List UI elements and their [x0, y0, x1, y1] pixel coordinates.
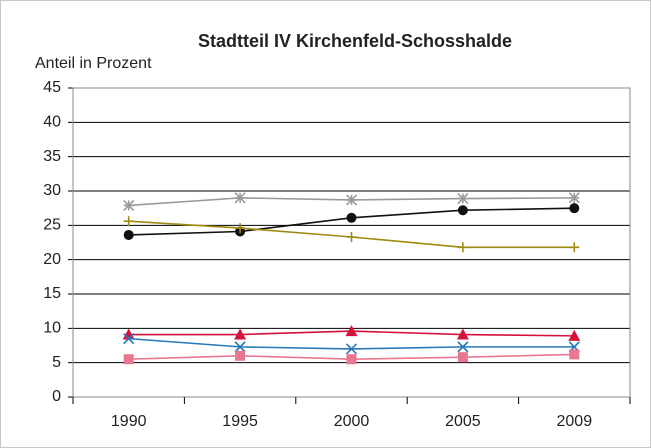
- marker: [457, 352, 468, 363]
- marker: [234, 328, 247, 340]
- marker: [346, 212, 357, 223]
- marker: [568, 329, 581, 341]
- y-tick-label: 25: [43, 217, 61, 234]
- marker: [235, 223, 246, 234]
- marker: [345, 194, 358, 206]
- marker: [346, 354, 357, 365]
- marker: [123, 199, 135, 211]
- x-tick-label: 1995: [222, 413, 258, 430]
- y-tick-label: 30: [43, 182, 61, 199]
- marker: [457, 205, 468, 216]
- y-tick-label: 20: [43, 251, 61, 268]
- y-tick-label: 10: [43, 320, 61, 337]
- marker: [345, 343, 358, 355]
- marker: [234, 341, 246, 353]
- chart-title: Stadtteil IV Kirchenfeld-Schosshalde: [198, 31, 512, 51]
- marker: [123, 229, 134, 240]
- marker: [123, 333, 135, 345]
- marker: [457, 242, 468, 253]
- y-tick-label: 40: [43, 114, 61, 131]
- x-tick-label: 2009: [557, 413, 593, 430]
- marker: [346, 232, 357, 243]
- y-axis-label: Anteil in Prozent: [35, 55, 152, 72]
- marker: [345, 325, 358, 337]
- y-tick-label: 0: [52, 388, 61, 405]
- marker: [457, 192, 469, 205]
- marker: [569, 242, 580, 253]
- marker: [569, 203, 580, 214]
- y-tick-label: 5: [52, 354, 61, 371]
- x-tick-label: 1990: [111, 413, 147, 430]
- plot-border: [72, 87, 631, 398]
- y-tick-label: 35: [43, 148, 61, 165]
- marker: [234, 192, 246, 204]
- y-tick-label: 45: [43, 79, 61, 96]
- marker: [568, 192, 580, 204]
- marker: [456, 328, 469, 340]
- marker: [457, 341, 469, 353]
- y-tick-label: 15: [43, 285, 61, 302]
- marker: [235, 350, 246, 361]
- x-tick-label: 2005: [445, 413, 481, 430]
- marker: [123, 354, 134, 365]
- marker: [123, 216, 134, 227]
- x-tick-label: 2000: [334, 413, 370, 430]
- marker: [569, 349, 580, 360]
